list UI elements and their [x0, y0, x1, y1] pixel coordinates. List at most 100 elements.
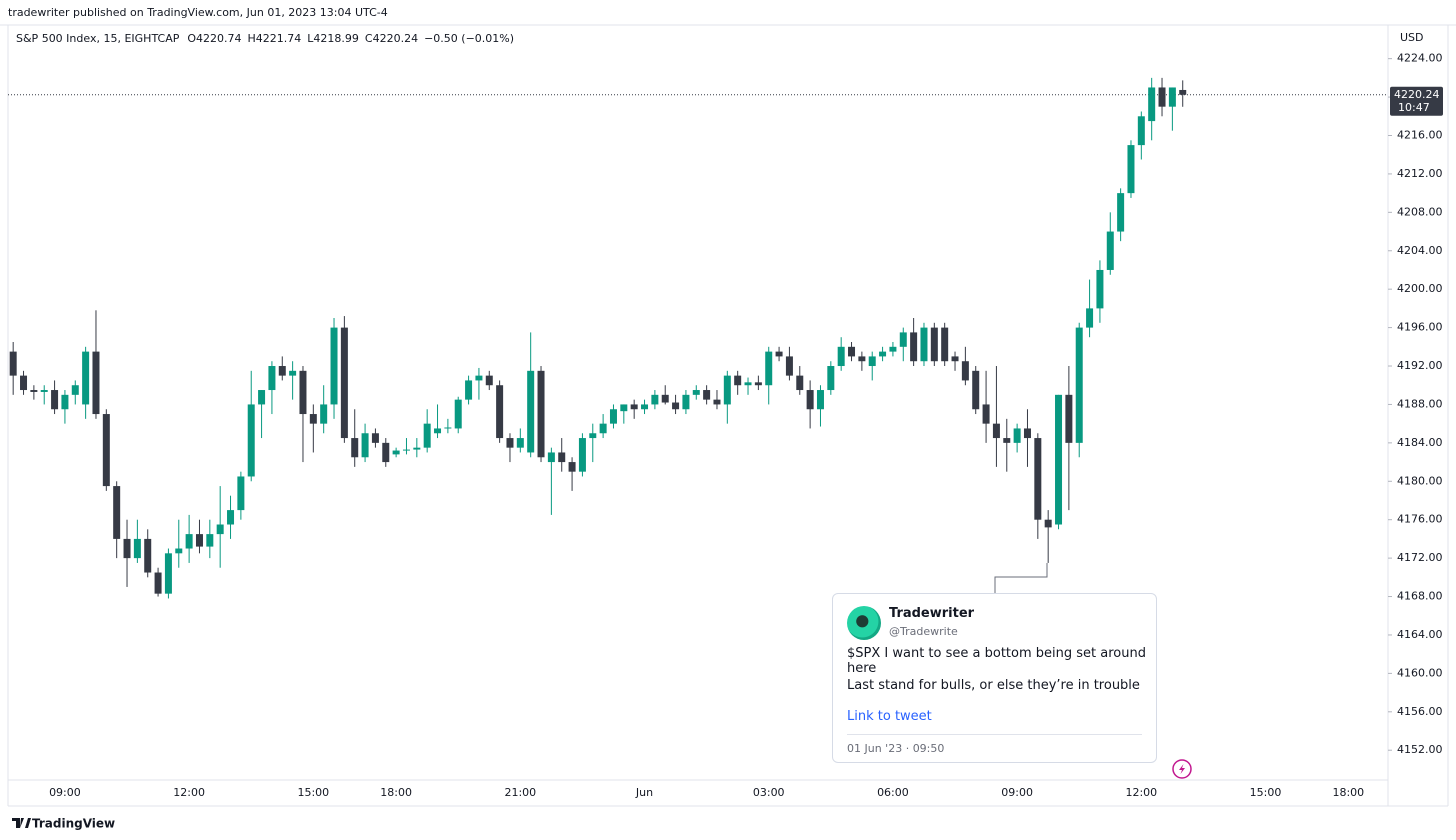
y-tick-label: 4152.00 — [1397, 743, 1443, 756]
candle-body — [30, 390, 38, 392]
candle-body — [289, 370, 297, 376]
candle-body — [144, 538, 152, 573]
candle-body — [258, 390, 266, 405]
candle-body — [568, 462, 576, 472]
tweet-text: $SPX I want to see a bottom being set ar… — [847, 646, 1146, 676]
candle-body — [620, 404, 628, 412]
candle-body — [506, 438, 514, 448]
legend-value: O4220.74 — [187, 32, 241, 45]
chart-title: S&P 500 Index, 15, EIGHTCAP — [16, 32, 180, 45]
candle-body — [371, 433, 379, 443]
brand-name: TradingView — [32, 817, 115, 831]
candle-body — [930, 327, 938, 362]
candle-body — [1034, 438, 1042, 520]
candle-body — [744, 382, 752, 386]
legend-value: L4218.99 — [307, 32, 359, 45]
y-tick-label: 4164.00 — [1397, 628, 1443, 641]
candle-body — [237, 476, 245, 511]
candle-body — [672, 402, 680, 410]
candle-body — [682, 394, 690, 410]
candle-body — [899, 332, 907, 347]
candle-body — [785, 356, 793, 376]
y-tick-label: 4204.00 — [1397, 244, 1443, 257]
x-tick-label: 18:00 — [380, 786, 412, 799]
candle-body — [1023, 428, 1031, 439]
candle-body — [299, 370, 307, 415]
candle-body — [868, 356, 876, 367]
candle-body — [816, 390, 824, 410]
candle-body — [51, 390, 59, 410]
candle-body — [879, 351, 887, 357]
candle-body — [216, 524, 224, 535]
candle-body — [578, 438, 586, 472]
x-tick-label: 18:00 — [1332, 786, 1364, 799]
candle-body — [1106, 231, 1114, 270]
tweet-author: Tradewriter — [889, 606, 975, 621]
y-tick-label: 4184.00 — [1397, 436, 1443, 449]
candle-body — [340, 327, 348, 439]
candle-body — [496, 385, 504, 439]
candle-body — [558, 452, 566, 463]
published-line: tradewriter published on TradingView.com… — [8, 6, 388, 19]
candle-body — [630, 404, 638, 410]
tweet-handle: @Tradewrite — [889, 625, 958, 638]
y-tick-label: 4188.00 — [1397, 397, 1443, 410]
candle-body — [434, 428, 442, 434]
x-tick-label: 21:00 — [504, 786, 536, 799]
candle-body — [71, 385, 79, 395]
candle-body — [102, 414, 110, 487]
legend-value: C4220.24 — [365, 32, 418, 45]
candle-body — [806, 390, 814, 410]
candle-body — [827, 366, 835, 391]
candle-body — [351, 438, 359, 458]
y-tick-label: 4208.00 — [1397, 205, 1443, 218]
candle-body — [837, 346, 845, 367]
candle-body — [330, 327, 338, 405]
candle-body — [413, 447, 421, 450]
tweet-link[interactable]: Link to tweet — [847, 709, 932, 724]
candle-body — [465, 380, 473, 400]
candle-body — [992, 423, 1000, 439]
candle-body — [910, 332, 918, 362]
candle-body — [527, 370, 535, 453]
candle-body — [475, 375, 483, 381]
candle-body — [661, 394, 669, 403]
candle-body — [133, 538, 141, 559]
candle-body — [1075, 327, 1083, 443]
y-tick-label: 4212.00 — [1397, 167, 1443, 180]
tweet-card: Tradewriter @Tradewrite $SPX I want to s… — [832, 593, 1157, 763]
y-tick-label: 4200.00 — [1397, 282, 1443, 295]
candle-body — [175, 548, 183, 554]
candle-body — [423, 423, 431, 448]
candle-body — [164, 553, 172, 594]
y-tick-label: 4156.00 — [1397, 705, 1443, 718]
avatar — [847, 606, 881, 640]
currency: USD — [1400, 31, 1424, 44]
candle-body — [961, 361, 969, 381]
candle-body — [454, 399, 462, 429]
y-tick-label: 4176.00 — [1397, 513, 1443, 526]
candle-body — [1148, 87, 1156, 122]
x-tick-label: 09:00 — [1001, 786, 1033, 799]
candle-body — [278, 366, 286, 376]
candle-body — [123, 538, 131, 559]
y-tick-label: 4224.00 — [1397, 52, 1443, 65]
candle-body — [185, 534, 193, 549]
candle-body — [713, 399, 721, 405]
candle-body — [1168, 87, 1176, 107]
candle-body — [1179, 89, 1187, 95]
candle-body — [113, 486, 121, 539]
last-price-label: 4220.24 — [1394, 88, 1440, 101]
flash-icon — [1172, 759, 1192, 779]
candle-body — [982, 404, 990, 424]
candle-body — [547, 452, 555, 463]
x-tick-label: 15:00 — [1250, 786, 1282, 799]
candle-body — [589, 433, 597, 439]
candle-body — [1065, 394, 1073, 443]
candle-body — [848, 346, 856, 357]
x-tick-label: 12:00 — [173, 786, 205, 799]
candle-body — [382, 442, 390, 463]
candle-body — [723, 375, 731, 405]
